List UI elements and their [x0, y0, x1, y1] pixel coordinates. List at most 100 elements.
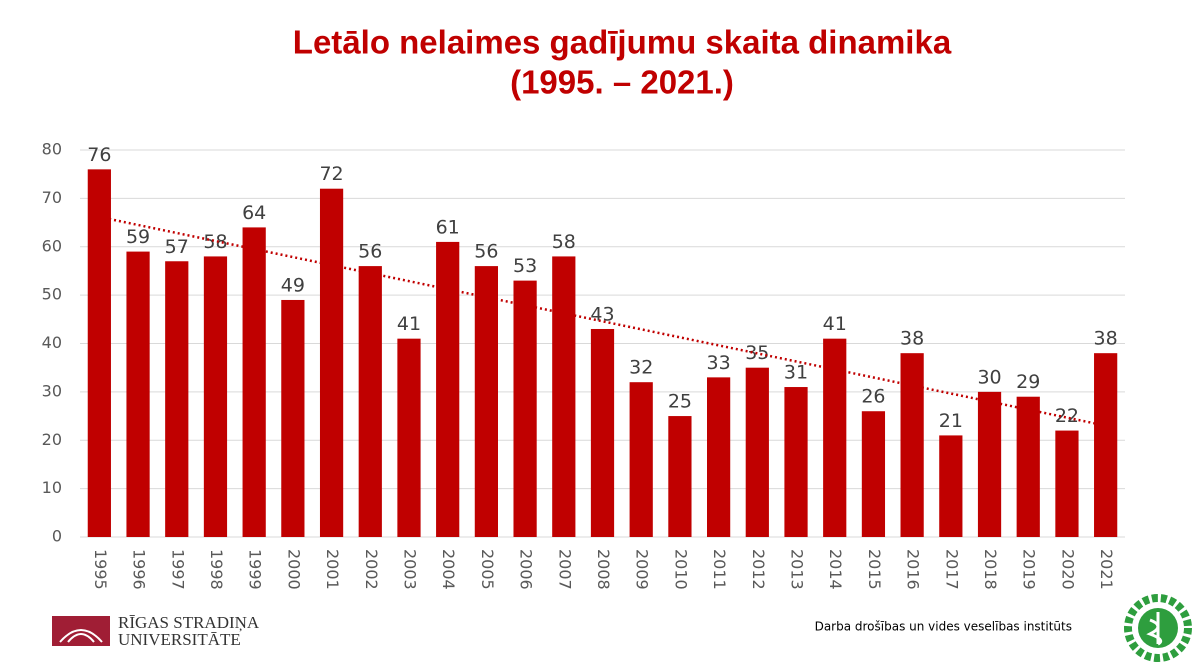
x-tick-label: 2012 — [749, 549, 768, 590]
y-tick-label: 70 — [42, 188, 62, 207]
data-label: 29 — [1016, 371, 1040, 393]
bar — [939, 435, 963, 537]
x-tick-label: 2008 — [594, 549, 613, 590]
x-tick-label: 2001 — [323, 549, 342, 590]
bar — [707, 377, 731, 537]
bar — [977, 391, 1002, 537]
data-label: 43 — [590, 303, 614, 325]
x-tick-label: 1995 — [91, 549, 110, 590]
y-tick-label: 20 — [42, 430, 62, 449]
bar — [513, 280, 537, 537]
data-label: 59 — [126, 226, 150, 248]
data-label: 30 — [977, 366, 1001, 388]
data-label: 41 — [823, 313, 847, 335]
logo-symbol — [1146, 612, 1163, 646]
x-tick-label: 2005 — [478, 549, 497, 590]
trendline — [99, 215, 1106, 427]
data-label: 72 — [319, 163, 343, 185]
y-tick-label: 50 — [42, 285, 62, 304]
x-tick-label: 1998 — [207, 549, 226, 590]
bar — [1094, 353, 1118, 537]
data-label: 22 — [1055, 405, 1079, 427]
y-tick-label: 80 — [42, 140, 62, 159]
x-tick-label: 2016 — [904, 549, 923, 590]
data-label: 25 — [668, 391, 692, 413]
x-tick-label: 2020 — [1058, 549, 1077, 590]
y-tick-label: 0 — [52, 527, 62, 546]
bar — [436, 241, 460, 537]
data-label: 33 — [707, 352, 731, 374]
data-label: 53 — [513, 255, 537, 277]
bar — [319, 188, 344, 537]
data-label: 58 — [552, 231, 576, 253]
data-label: 26 — [861, 386, 885, 408]
data-label: 31 — [784, 362, 808, 384]
bar — [474, 266, 498, 537]
x-tick-label: 2018 — [981, 549, 1000, 590]
data-label: 38 — [900, 328, 924, 350]
bar — [1055, 430, 1079, 537]
x-tick-label: 1999 — [246, 549, 265, 590]
x-tick-label: 2017 — [942, 549, 961, 590]
bar — [126, 251, 150, 537]
data-label: 64 — [242, 202, 266, 224]
institute-logo — [1124, 594, 1192, 662]
chart-subtitle: (1995. – 2021.) — [510, 64, 734, 101]
y-tick-label: 30 — [42, 381, 62, 400]
x-tick-label: 1996 — [130, 549, 149, 590]
bar — [552, 256, 576, 537]
data-label: 76 — [87, 144, 111, 166]
data-label: 56 — [358, 241, 382, 263]
x-tick-label: 2010 — [671, 549, 690, 590]
bar — [861, 411, 886, 537]
bar — [590, 328, 615, 537]
logo-arc — [59, 629, 103, 643]
bar — [397, 338, 421, 537]
x-tick-label: 2007 — [555, 549, 574, 590]
bar — [745, 367, 769, 537]
logo-arc — [67, 633, 95, 643]
y-tick-label: 10 — [42, 478, 62, 497]
bar — [87, 169, 111, 537]
y-tick-label: 60 — [42, 236, 62, 255]
x-tick-label: 2014 — [826, 549, 845, 590]
bar — [668, 416, 692, 537]
chart-title: Letālo nelaimes gadījumu skaita dinamika — [293, 24, 952, 61]
bar — [900, 353, 924, 537]
university-name: UNIVERSITĀTE — [118, 630, 241, 649]
bar — [784, 387, 808, 537]
bar — [629, 382, 653, 537]
logo-gear — [1124, 594, 1192, 662]
x-tick-label: 2009 — [633, 549, 652, 590]
bar — [203, 256, 228, 537]
x-tick-label: 2021 — [1097, 549, 1116, 590]
x-tick-label: 2004 — [439, 549, 458, 590]
data-label: 58 — [203, 231, 227, 253]
data-label: 41 — [397, 313, 421, 335]
x-tick-label: 2006 — [517, 549, 536, 590]
bar — [165, 261, 189, 537]
data-label: 38 — [1094, 328, 1118, 350]
x-tick-label: 1997 — [168, 549, 187, 590]
data-label: 61 — [436, 216, 460, 238]
x-tick-label: 2002 — [362, 549, 381, 590]
institute-name: Darba drošības un vides veselības instit… — [815, 620, 1072, 634]
y-tick-label: 40 — [42, 333, 62, 352]
data-label: 49 — [281, 274, 305, 296]
data-label: 56 — [474, 241, 498, 263]
bar — [1016, 396, 1040, 537]
bar — [823, 338, 847, 537]
x-tick-label: 2000 — [284, 549, 303, 590]
data-label: 57 — [165, 236, 189, 258]
bar — [242, 227, 266, 537]
x-tick-label: 2013 — [788, 549, 807, 590]
university-name: RĪGAS STRADIŅA — [118, 613, 260, 632]
data-label: 32 — [629, 357, 653, 379]
university-logo: RĪGAS STRADIŅA UNIVERSITĀTE — [52, 613, 260, 649]
x-tick-label: 2003 — [400, 549, 419, 590]
x-tick-label: 2011 — [710, 549, 729, 590]
x-tick-label: 2019 — [1020, 549, 1039, 590]
data-label: 21 — [939, 410, 963, 432]
bar — [281, 299, 305, 537]
